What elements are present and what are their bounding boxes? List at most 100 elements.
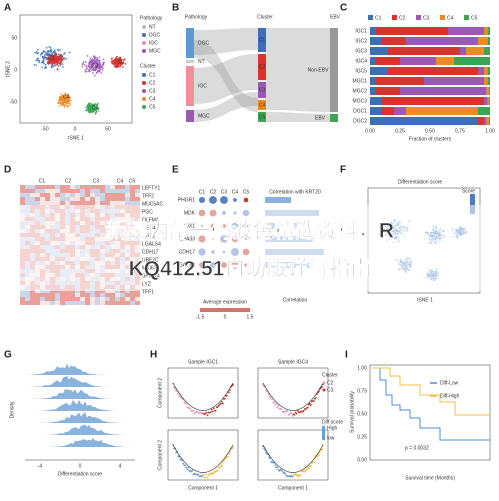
cell-point (309, 464, 312, 467)
gene-label: CDX2 (142, 233, 156, 239)
cluster-label: C3 (92, 63, 99, 69)
cell-point (54, 64, 57, 66)
cell-point (88, 108, 91, 111)
y-axis-label: tSNE 2 (5, 61, 11, 77)
heat-cell (85, 201, 90, 205)
cell-point (45, 66, 48, 69)
cell-point (91, 58, 94, 60)
cell-point (65, 57, 68, 60)
x-axis-label: tSNE 1 (417, 297, 433, 303)
cell-point (51, 56, 53, 59)
heat-cell (60, 185, 65, 189)
cell-point (57, 53, 60, 56)
y-tick-label: 0.75 (357, 388, 367, 394)
heat-cell (135, 293, 140, 297)
cell-point (204, 476, 207, 479)
cell-point (185, 466, 188, 469)
y-axis-label: Component 2 (157, 378, 163, 408)
gene-label: MDK (184, 210, 196, 216)
cell-point (115, 56, 118, 58)
fraction-segment (370, 67, 388, 75)
cell-point (309, 404, 312, 406)
gene-label: CDH17 (142, 249, 159, 255)
cell-point (62, 66, 64, 68)
cell-point (63, 94, 65, 97)
legend-label: C1 (149, 72, 156, 78)
legend-swatch (142, 81, 146, 85)
gene-label: LGALS4 (142, 241, 161, 247)
heat-cell (25, 297, 30, 301)
cell-point (41, 56, 44, 59)
heat-cell (50, 301, 55, 305)
cell-point (84, 70, 87, 72)
legend-swatch (392, 15, 397, 20)
legend-swatch (142, 105, 146, 109)
cell-point (177, 392, 179, 395)
cell-point (201, 475, 204, 478)
dot (233, 198, 237, 202)
cell-point (280, 408, 283, 411)
cell-point (45, 46, 48, 49)
legend-label: IGC (149, 40, 158, 46)
heat-cell (25, 293, 30, 297)
cell-point (117, 61, 120, 63)
cell-point (98, 56, 101, 59)
pathology-bar (186, 110, 194, 122)
cell-point (56, 68, 59, 70)
heat-cell (35, 189, 40, 193)
cell-point (102, 58, 105, 61)
cell-point (63, 96, 66, 99)
heat-cell (110, 297, 115, 301)
heat-cell (45, 301, 50, 305)
cell-point (35, 59, 38, 62)
cell-point (273, 400, 276, 403)
cell-point (36, 57, 39, 60)
fraction-segment (487, 27, 490, 35)
color-scale (200, 308, 250, 312)
column-header: C4 (232, 189, 239, 195)
cell-point (91, 72, 94, 74)
fraction-segment (484, 117, 487, 125)
heat-cell (40, 201, 45, 205)
dot (243, 197, 249, 203)
heat-cell (115, 185, 120, 189)
heat-cell (80, 293, 85, 297)
cell-point (56, 60, 58, 63)
cell-point (61, 96, 64, 99)
heat-cell (45, 189, 50, 193)
gene-label: TFF2 (142, 193, 154, 199)
trajectory (172, 382, 234, 411)
heat-cell (85, 189, 90, 193)
cell-point (98, 70, 101, 73)
cell-point (86, 55, 89, 57)
fraction-segment (382, 97, 484, 105)
legend-label: C5 (471, 15, 478, 21)
cell-point (60, 93, 62, 95)
cell-point (321, 386, 323, 388)
density-ridge (25, 375, 135, 387)
legend-title: Cluster (140, 63, 156, 69)
heat-cell (100, 201, 105, 205)
cell-point (187, 466, 190, 469)
panel-letter: C (340, 3, 347, 14)
heat-cell (115, 197, 120, 201)
cell-point (56, 63, 59, 66)
heat-cell (25, 193, 30, 197)
heat-cell (75, 297, 80, 301)
cell-point (265, 451, 267, 454)
heat-cell (55, 197, 60, 201)
annotation: p = 0.0032 (405, 445, 429, 451)
density-ridge (25, 389, 135, 399)
heat-cell (85, 301, 90, 305)
gene-label: REG4 (142, 225, 156, 231)
color-scale (322, 426, 325, 440)
fraction-segment (487, 67, 490, 75)
cell-point (37, 51, 40, 54)
cell-point (271, 460, 274, 463)
y-axis-label: Component 2 (157, 440, 163, 470)
column-header: C2 (65, 178, 72, 184)
heat-cell (70, 193, 75, 197)
cell-point (219, 402, 222, 405)
cell-point (219, 465, 222, 468)
cell-point (88, 68, 91, 71)
